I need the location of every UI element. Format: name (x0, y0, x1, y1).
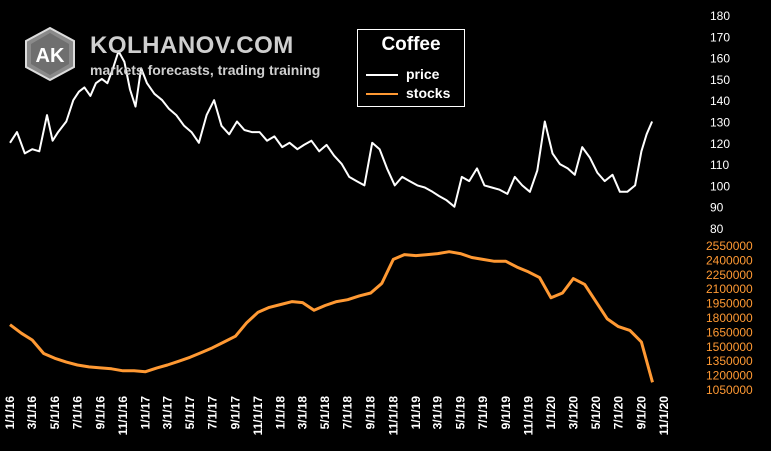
stocks-tick-label: 2250000 (706, 268, 753, 282)
x-tick-label: 3/1/20 (566, 396, 580, 430)
x-tick-label: 11/1/18 (386, 396, 400, 436)
x-tick-label: 11/1/19 (521, 396, 535, 436)
stocks-tick-label: 1950000 (706, 297, 753, 311)
x-tick-label: 1/1/18 (274, 396, 288, 430)
price-tick-label: 180 (710, 9, 730, 23)
x-tick-label: 9/1/18 (364, 396, 378, 430)
price-tick-label: 160 (710, 52, 730, 66)
x-tick-label: 9/1/17 (229, 396, 243, 430)
x-tick-label: 11/1/20 (657, 396, 671, 436)
x-tick-label: 1/1/19 (409, 396, 423, 430)
x-tick-label: 3/1/18 (296, 396, 310, 430)
price-tick-label: 140 (710, 94, 730, 108)
stocks-tick-label: 1800000 (706, 311, 753, 325)
price-tick-label: 150 (710, 73, 730, 87)
brand-block: AK KOLHANOV.COM markets forecasts, tradi… (22, 26, 352, 86)
x-tick-label: 9/1/16 (93, 396, 107, 430)
stocks-tick-label: 1350000 (706, 354, 753, 368)
brand-name: KOLHANOV.COM (90, 32, 294, 59)
stocks-tick-label: 2550000 (706, 239, 753, 253)
x-tick-label: 5/1/18 (318, 396, 332, 430)
x-tick-label: 5/1/19 (453, 396, 467, 430)
x-tick-label: 5/1/17 (183, 396, 197, 430)
x-tick-label: 3/1/17 (160, 396, 174, 430)
x-tick-label: 7/1/20 (611, 396, 625, 430)
price-tick-label: 130 (710, 116, 730, 130)
stocks-tick-label: 2100000 (706, 282, 753, 296)
price-tick-label: 170 (710, 30, 730, 44)
series-group (9, 50, 654, 383)
brand-tagline: markets forecasts, trading training (90, 62, 321, 78)
price-tick-label: 120 (710, 137, 730, 151)
price-tick-label: 100 (710, 179, 730, 193)
stocks-tick-label: 1050000 (706, 383, 753, 397)
x-tick-label: 3/1/16 (25, 396, 39, 430)
stocks-axis: 1050000120000013500001500000165000018000… (706, 239, 753, 397)
x-tick-label: 7/1/18 (341, 396, 355, 430)
x-tick-label: 1/1/20 (544, 396, 558, 430)
price-axis: 80 90 100 110 120 130 140 150 160 170 180 (710, 9, 730, 236)
legend-label-price: price (406, 66, 440, 82)
legend-swatch-stocks (366, 93, 398, 95)
stocks-tick-label: 1650000 (706, 325, 753, 339)
x-tick-label: 7/1/19 (476, 396, 490, 430)
price-tick-label: 90 (710, 201, 724, 215)
x-axis: 1/1/16 3/1/16 5/1/16 7/1/16 9/1/16 11/1/16 1/1… (3, 396, 671, 436)
legend-swatch-price (366, 74, 398, 76)
stocks-line (9, 250, 654, 383)
logo-text: AK (36, 45, 65, 67)
x-tick-label: 3/1/19 (431, 396, 445, 430)
price-tick-label: 80 (710, 222, 724, 236)
price-tick-label: 110 (710, 158, 729, 172)
legend: Coffee price stocks (357, 29, 465, 107)
x-tick-label: 5/1/16 (48, 396, 62, 430)
x-tick-label: 1/1/17 (139, 396, 153, 430)
x-tick-label: 11/1/16 (116, 396, 130, 436)
stocks-tick-label: 1500000 (706, 340, 753, 354)
x-tick-label: 11/1/17 (251, 396, 265, 436)
x-tick-label: 9/1/19 (499, 396, 513, 430)
x-tick-label: 5/1/20 (589, 396, 603, 430)
stocks-tick-label: 1200000 (706, 369, 753, 383)
stocks-tick-label: 2400000 (706, 253, 753, 267)
x-tick-label: 9/1/20 (634, 396, 648, 430)
legend-label-stocks: stocks (406, 85, 451, 101)
x-tick-label: 7/1/17 (206, 396, 220, 430)
ak-logo-icon: AK (25, 26, 75, 82)
price-line (9, 50, 654, 208)
chart-title: Coffee (381, 34, 441, 55)
x-tick-label: 1/1/16 (3, 396, 17, 430)
x-tick-label: 7/1/16 (70, 396, 84, 430)
